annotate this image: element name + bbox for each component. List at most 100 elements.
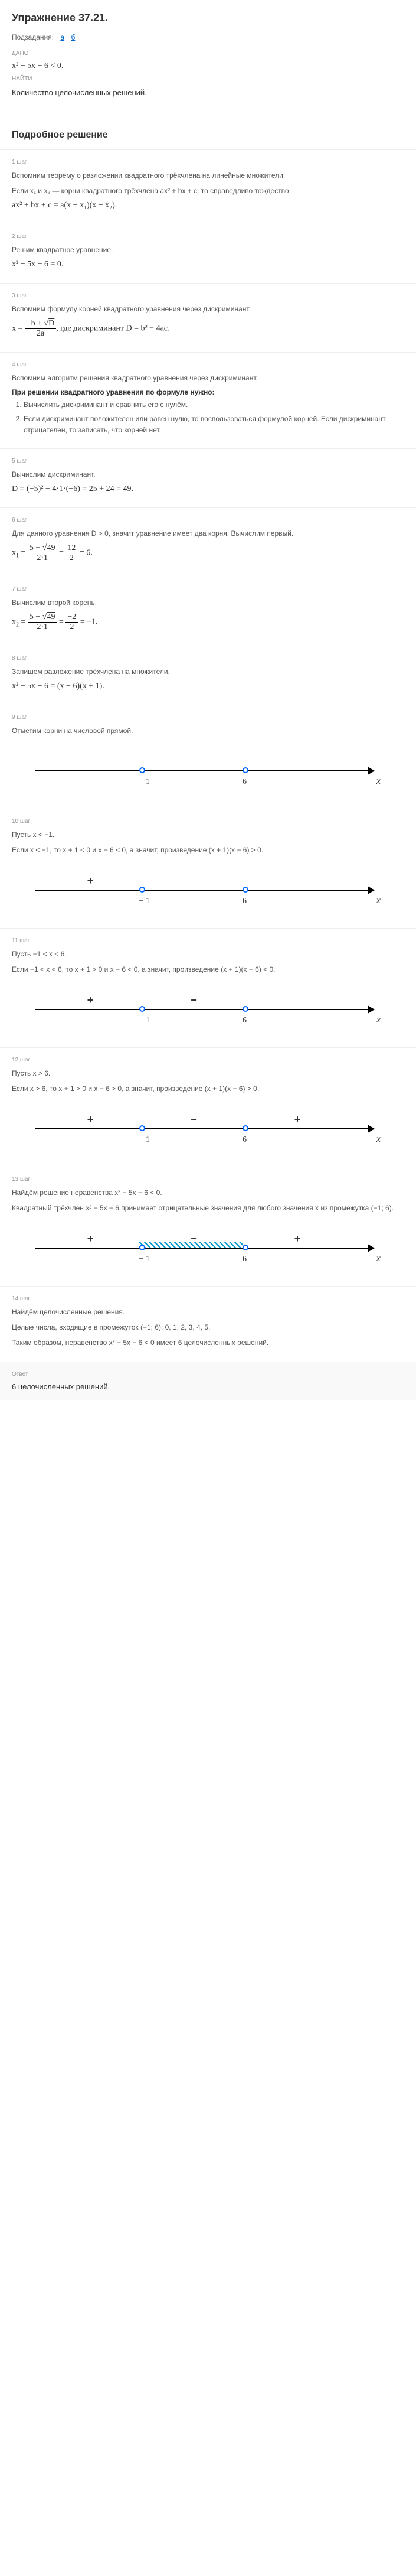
answer-box: Ответ 6 целочисленных решений.	[0, 1362, 416, 1400]
step-math: x² − 5x − 6 = (x − 6)(x + 1).	[12, 682, 404, 691]
given-label: Дано	[12, 50, 404, 57]
solution-step: 11 шагПусть −1 < x < 6.Если −1 < x < 6, …	[0, 928, 416, 1047]
exercise-title: Упражнение 37.21.	[12, 12, 404, 24]
axis-arrow-icon	[368, 1244, 375, 1252]
step-text: Найдём целочисленные решения.	[12, 1307, 404, 1317]
number-axis	[35, 890, 369, 891]
step-number: 7 шаг	[12, 586, 404, 592]
step-detail: Таким образом, неравенство x² − 5x − 6 <…	[12, 1337, 404, 1348]
solution-step: 4 шагВспомним алгоритм решения квадратно…	[0, 352, 416, 448]
number-point	[139, 1245, 145, 1250]
step-math: x2 = 5 − √492·1 = −22 = −1.	[12, 613, 404, 632]
number-point	[139, 1006, 145, 1012]
step-text: Вычислим дискриминант.	[12, 469, 404, 480]
axis-arrow-icon	[368, 886, 375, 894]
sign-label: −	[191, 1233, 197, 1245]
point-label: 6	[243, 1016, 247, 1025]
step-bold: При решении квадратного уравнения по фор…	[12, 388, 404, 396]
step-text: Отметим корни на числовой прямой.	[12, 725, 404, 736]
step-math: x² − 5x − 6 = 0.	[12, 260, 404, 269]
solution-step: 8 шаг Запишем разложение трёхчлена на мно…	[0, 646, 416, 705]
point-label: − 1	[139, 897, 150, 906]
point-label: 6	[243, 897, 247, 906]
number-point	[139, 767, 145, 773]
number-point	[243, 1245, 248, 1250]
solution-step: 9 шагОтметим корни на числовой прямой.x−…	[0, 705, 416, 809]
axis-arrow-icon	[368, 1005, 375, 1014]
step-number: 2 шаг	[12, 233, 404, 240]
number-axis	[35, 1128, 369, 1129]
step-text: Решим квадратное уравнение.	[12, 245, 404, 255]
step-text: Пусть −1 < x < 6.	[12, 949, 404, 959]
subtasks-label: Подзадания:	[12, 33, 54, 41]
step-math: ax² + bx + c = a(x − x₁)(x − x₂).	[12, 201, 404, 210]
sign-label: +	[294, 1233, 301, 1245]
step-detail: Если x < −1, то x + 1 < 0 и x − 6 < 0, а…	[12, 845, 404, 855]
find-text: Количество целочисленных решений.	[12, 88, 404, 97]
step-number: 5 шаг	[12, 458, 404, 464]
solution-step: 5 шаг Вычислим дискриминант. D = (−5)² − 4…	[0, 448, 416, 507]
step-number: 8 шаг	[12, 655, 404, 662]
step-number: 14 шаг	[12, 1295, 404, 1302]
axis-arrow-icon	[368, 1125, 375, 1133]
step-detail: Квадратный трёхчлен x² − 5x − 6 принимае…	[12, 1203, 404, 1213]
solution-step: 6 шаг Для данного уравнения D > 0, значит…	[0, 507, 416, 577]
solution-step: 13 шаг Найдём решение неравенства x² − 5x…	[0, 1167, 416, 1286]
solution-step: 10 шагПусть x < −1.Если x < −1, то x + 1…	[0, 809, 416, 928]
step-number: 9 шаг	[12, 714, 404, 721]
subtask-link-b[interactable]: б	[71, 33, 75, 41]
step-text: Вычислим второй корень.	[12, 597, 404, 608]
number-axis	[35, 1009, 369, 1010]
point-label: − 1	[139, 1016, 150, 1025]
subtasks-row: Подзадания: а б	[12, 33, 404, 41]
axis-x-label: x	[376, 1015, 381, 1025]
step-math: D = (−5)² − 4·1·(−6) = 25 + 24 = 49.	[12, 484, 404, 494]
axis-x-label: x	[376, 1134, 381, 1145]
point-label: − 1	[139, 1135, 150, 1145]
step-number: 3 шаг	[12, 292, 404, 299]
step-number: 12 шаг	[12, 1057, 404, 1063]
number-point	[243, 1125, 248, 1131]
solution-step: 7 шаг Вычислим второй корень. x2 = 5 − √49…	[0, 577, 416, 646]
solution-step: 12 шагПусть x > 6.Если x > 6, то x + 1 >…	[0, 1047, 416, 1167]
list-item: Вычислить дискриминант и сравнить его с …	[24, 399, 404, 411]
number-point	[139, 887, 145, 893]
step-text: Для данного уравнения D > 0, значит урав…	[12, 528, 404, 539]
sign-label: −	[191, 994, 197, 1007]
list-item: Если дискриминант положителен или равен …	[24, 413, 404, 436]
number-axis	[35, 1248, 369, 1249]
step-number: 13 шаг	[12, 1176, 404, 1183]
axis-arrow-icon	[368, 767, 375, 775]
number-point	[243, 767, 248, 773]
step-number: 11 шаг	[12, 937, 404, 944]
step-detail: Если x₁ и x₂ — корни квадратного трёхчле…	[12, 185, 404, 196]
step-math: x1 = 5 + √492·1 = 122 = 6.	[12, 543, 404, 563]
subtask-link-a[interactable]: а	[60, 33, 64, 41]
step-math: x = −b ± √D2a, где дискриминант D = b² −…	[12, 319, 404, 338]
step-number: 6 шаг	[12, 517, 404, 523]
step-detail: Если x > 6, то x + 1 > 0 и x − 6 > 0, а …	[12, 1083, 404, 1094]
step-text: Вспомним формулу корней квадратного урав…	[12, 304, 404, 314]
point-label: 6	[243, 1255, 247, 1264]
solution-step: 1 шагВспомним теорему о разложении квадр…	[0, 149, 416, 224]
step-text: Вспомним алгоритм решения квадратного ур…	[12, 373, 404, 383]
step-number: 10 шаг	[12, 818, 404, 825]
solution-step: 3 шаг Вспомним формулу корней квадратного…	[0, 283, 416, 352]
point-label: − 1	[139, 1255, 150, 1264]
step-text: Вспомним теорему о разложении квадратног…	[12, 170, 404, 181]
number-axis	[35, 770, 369, 771]
solution-step: 2 шаг Решим квадратное уравнение. x² − 5x …	[0, 224, 416, 283]
solution-step: 14 шаг Найдём целочисленные решения. Целые…	[0, 1286, 416, 1362]
answer-text: 6 целочисленных решений.	[12, 1382, 404, 1391]
axis-x-label: x	[376, 1253, 381, 1264]
step-text: Найдём решение неравенства x² − 5x − 6 <…	[12, 1187, 404, 1198]
sign-label: −	[191, 1113, 197, 1126]
point-label: 6	[243, 777, 247, 787]
step-detail: Целые числа, входящие в промежуток (−1; …	[12, 1322, 404, 1333]
number-point	[139, 1125, 145, 1131]
sign-label: +	[87, 1113, 94, 1126]
step-text: Запишем разложение трёхчлена на множител…	[12, 666, 404, 677]
step-list: Вычислить дискриминант и сравнить его с …	[24, 399, 404, 437]
solution-header: Подробное решение	[0, 121, 416, 149]
sign-label: +	[87, 994, 94, 1007]
